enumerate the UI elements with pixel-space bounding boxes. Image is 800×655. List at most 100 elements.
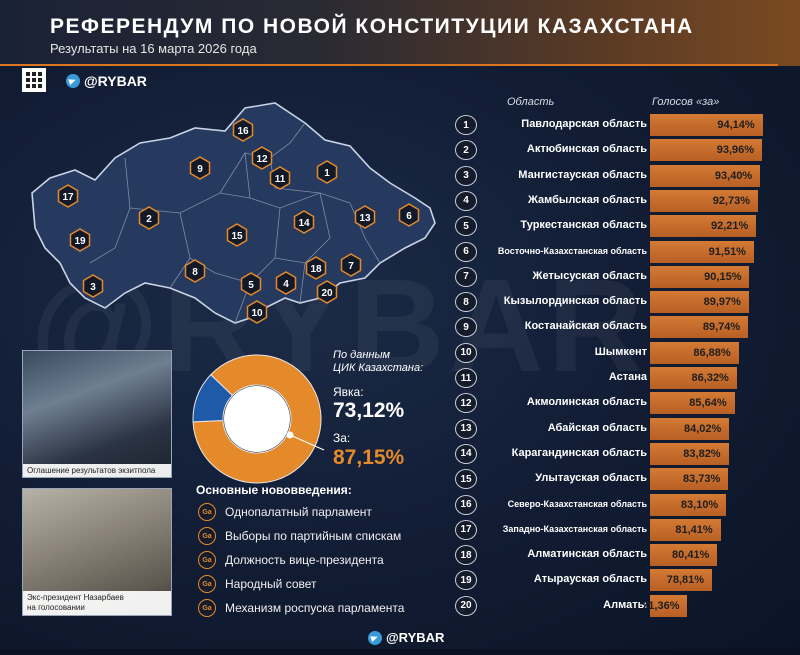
bar-track: 92,73%: [650, 189, 782, 212]
map-region-label: 16: [237, 126, 249, 137]
bar: 85,64%: [650, 392, 735, 415]
bar: 86,32%: [650, 367, 737, 389]
bar-track: 92,21%: [650, 215, 782, 238]
region-name: Актюбинская область: [526, 143, 647, 156]
map-outline: [31, 102, 436, 324]
table-row: 16 Северо-Казахстанская область 83,10%: [455, 493, 785, 516]
map-region-label: 11: [275, 174, 286, 185]
map-region-label: 15: [231, 231, 243, 242]
innovation-item: Ga Выборы по партийным спискам: [198, 526, 401, 546]
bar: 89,97%: [650, 291, 749, 314]
table-row: 6 Восточно-Казахстанская область 91,51%: [455, 240, 785, 263]
cik-source-line2: ЦИК Казахстана:: [333, 362, 424, 374]
bar-track: 86,32%: [650, 367, 782, 389]
bar-value-label: 78,81%: [666, 574, 705, 587]
map-region-label: 14: [298, 218, 310, 229]
brand-top-label: @RYBAR: [84, 73, 147, 89]
bar: 89,74%: [650, 316, 749, 339]
bar: 84,02%: [650, 417, 730, 440]
region-name: Карагандинская область: [511, 446, 647, 459]
map-region-label: 12: [256, 154, 268, 165]
bar-value-label: 83,10%: [680, 498, 719, 511]
region-name: Жамбылская область: [527, 193, 647, 206]
map-region-marker: [275, 271, 297, 295]
table-row: 15 Улытауская область 83,73%: [455, 467, 785, 491]
rank-badge: 15: [455, 469, 477, 490]
bar-track: 83,73%: [650, 468, 782, 491]
bar-track: 80,41%: [650, 544, 782, 567]
map-region-marker: [340, 253, 362, 277]
map-region-label: 20: [321, 288, 333, 299]
bar: 71,36%: [642, 594, 688, 617]
map-region-marker: [269, 166, 291, 190]
region-name: Шымкент: [594, 345, 647, 358]
bar: 93,40%: [650, 164, 761, 187]
bar-value-label: 81,41%: [675, 523, 713, 536]
map-region-label: 17: [62, 192, 74, 203]
bar-track: 93,40%: [650, 164, 782, 187]
map-region-marker: [82, 274, 104, 298]
table-row: 14 Карагандинская область 83,82%: [455, 442, 785, 465]
rank-badge: 16: [455, 494, 477, 515]
bar-track: 94,14%: [650, 114, 782, 136]
map-region-marker: [354, 205, 376, 229]
map-region-label: 7: [348, 261, 354, 272]
map-region-marker: [316, 160, 338, 184]
bar: 94,14%: [650, 114, 763, 136]
qr-code-icon[interactable]: [22, 68, 46, 92]
bar-value-label: 93,40%: [714, 169, 753, 182]
brand-bottom[interactable]: @RYBAR: [368, 630, 444, 645]
donut-slice-against: [192, 374, 234, 423]
innovation-label: Должность вице-президента: [225, 553, 384, 567]
bar-track: 89,74%: [650, 316, 782, 339]
rank-badge: 19: [455, 570, 477, 591]
donut-slice-for: [192, 354, 322, 484]
table-row: 2 Актюбинская область 93,96%: [455, 138, 785, 162]
rank-badge: 5: [455, 216, 477, 237]
map-region-marker: [226, 223, 248, 247]
photo-nazarbayev: Экс-президент Назарбаев на голосовании: [22, 488, 172, 616]
brand-top[interactable]: @RYBAR: [66, 73, 147, 89]
table-header-votes: Голосов «за»: [652, 96, 720, 108]
turnout-value: 73,12%: [333, 399, 405, 422]
region-name: Улытауская область: [535, 472, 647, 485]
table-header-region: Область: [507, 96, 555, 108]
bar-value-label: 89,74%: [702, 321, 741, 334]
innovation-label: Механизм роспуска парламента: [225, 601, 405, 615]
innovation-label: Выборы по партийным спискам: [225, 529, 402, 543]
bar: 92,73%: [650, 189, 758, 212]
table-row: 18 Алматинская область 80,41%: [455, 543, 785, 567]
map-region-label: 19: [74, 236, 86, 247]
bar: 86,88%: [650, 341, 739, 364]
bar: 83,10%: [650, 493, 727, 516]
photo-nazarbayev-caption: Экс-президент Назарбаев на голосовании: [23, 591, 171, 615]
innovation-item: Ga Народный совет: [198, 574, 317, 594]
table-row: 4 Жамбылская область 92,73%: [455, 189, 785, 212]
bar: 90,15%: [650, 265, 750, 288]
map-region-marker: [232, 118, 254, 142]
bar-track: 84,02%: [650, 417, 782, 440]
bar-track: 93,96%: [650, 139, 782, 162]
map-region-label: 18: [310, 264, 322, 275]
bar-value-label: 93,96%: [716, 144, 755, 157]
region-name: Акмолинская область: [526, 396, 647, 409]
region-name: Мангистауская область: [518, 168, 647, 181]
map-region-marker: [246, 300, 268, 324]
rank-badge: 4: [455, 190, 477, 211]
rank-badge: 1: [455, 115, 477, 135]
bar-value-label: 85,64%: [689, 397, 727, 410]
region-name: Западно-Казахстанская область: [502, 523, 647, 534]
donut-hole: [224, 386, 290, 452]
region-name: Алматинская область: [527, 548, 647, 561]
turnout-label: Явка:: [333, 385, 364, 399]
table-row: 8 Кызылординская область 89,97%: [455, 290, 785, 314]
table-row: 10 Шымкент 86,88%: [455, 341, 785, 364]
bar-value-label: 92,73%: [712, 194, 750, 207]
region-name: Абайская область: [547, 421, 647, 434]
bar-track: 85,64%: [650, 392, 782, 415]
bar: 92,21%: [650, 215, 757, 238]
donut-pointer-line: [289, 434, 325, 451]
map-region-label: 10: [251, 308, 263, 319]
innovation-badge-icon: Ga: [198, 599, 216, 617]
